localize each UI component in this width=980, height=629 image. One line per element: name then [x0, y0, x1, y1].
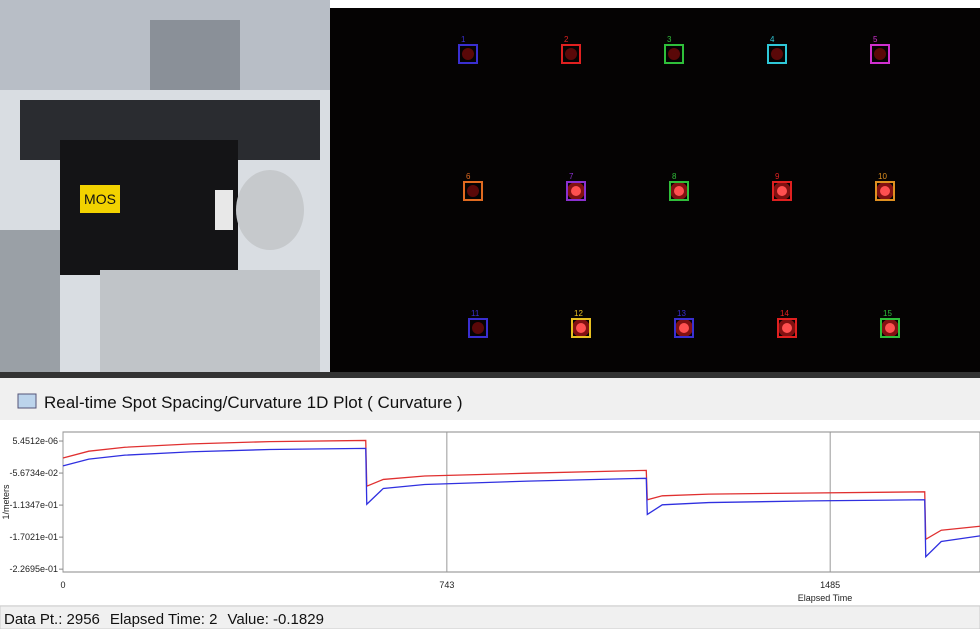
x-tick-label: 0: [60, 580, 65, 590]
y-tick-label: 5.4512e-06: [12, 436, 58, 446]
spot-label: 3: [667, 35, 672, 44]
x-tick-label: 743: [439, 580, 454, 590]
spot-label: 8: [672, 172, 677, 181]
x-axis-label: Elapsed Time: [798, 593, 853, 603]
y-tick-label: -1.7021e-01: [9, 532, 58, 542]
window-title: Real-time Spot Spacing/Curvature 1D Plot…: [44, 393, 463, 412]
spot: [782, 323, 792, 333]
plot-area: [0, 420, 980, 605]
window-icon: [18, 394, 36, 408]
spot-label: 5: [873, 35, 878, 44]
spot: [576, 323, 586, 333]
status-field: Data Pt.: 2956: [4, 611, 100, 628]
status-field: Elapsed Time: 2: [110, 611, 218, 628]
spot-label: 1: [461, 35, 466, 44]
y-tick-label: -1.1347e-01: [9, 500, 58, 510]
photo-part: [150, 20, 240, 90]
status-field: Value: -0.1829: [227, 611, 323, 628]
spot-label: 12: [574, 309, 583, 318]
photo-stand: [100, 270, 320, 372]
x-tick-label: 1485: [820, 580, 840, 590]
spot: [571, 186, 581, 196]
page: MOS 123456789101112131415 Real-time Spot…: [0, 0, 980, 629]
y-tick-label: -2.2695e-01: [9, 564, 58, 574]
status: Data Pt.: 2956 Elapsed Time: 2 Value: -0.1…: [4, 611, 324, 628]
spot: [771, 48, 783, 60]
spot-label: 4: [770, 35, 775, 44]
spot: [880, 186, 890, 196]
photo-cables: [0, 230, 60, 372]
spot: [472, 322, 484, 334]
spot: [565, 48, 577, 60]
spot-label: 14: [780, 309, 789, 318]
spot-label: 2: [564, 35, 569, 44]
spot: [777, 186, 787, 196]
spot-label: 15: [883, 309, 892, 318]
y-tick-label: -5.6734e-02: [9, 468, 58, 478]
spot-label: 11: [471, 309, 480, 318]
spot: [874, 48, 886, 60]
foil: [236, 170, 304, 250]
screen: MOS 123456789101112131415 Real-time Spot…: [0, 0, 980, 629]
y-axis-label: 1/meters: [1, 484, 11, 520]
spot: [885, 323, 895, 333]
photo-sticker: [215, 190, 233, 230]
spot-label: 6: [466, 172, 471, 181]
spot: [462, 48, 474, 60]
spot: [679, 323, 689, 333]
spot: [668, 48, 680, 60]
mos-label: MOS: [84, 191, 116, 207]
spot-label: 10: [878, 172, 887, 181]
spot: [674, 186, 684, 196]
spot-label: 13: [677, 309, 686, 318]
window-border: [0, 372, 980, 378]
spot: [467, 185, 479, 197]
spot-label: 9: [775, 172, 780, 181]
spot-label: 7: [569, 172, 574, 181]
photo: MOS: [0, 0, 330, 372]
